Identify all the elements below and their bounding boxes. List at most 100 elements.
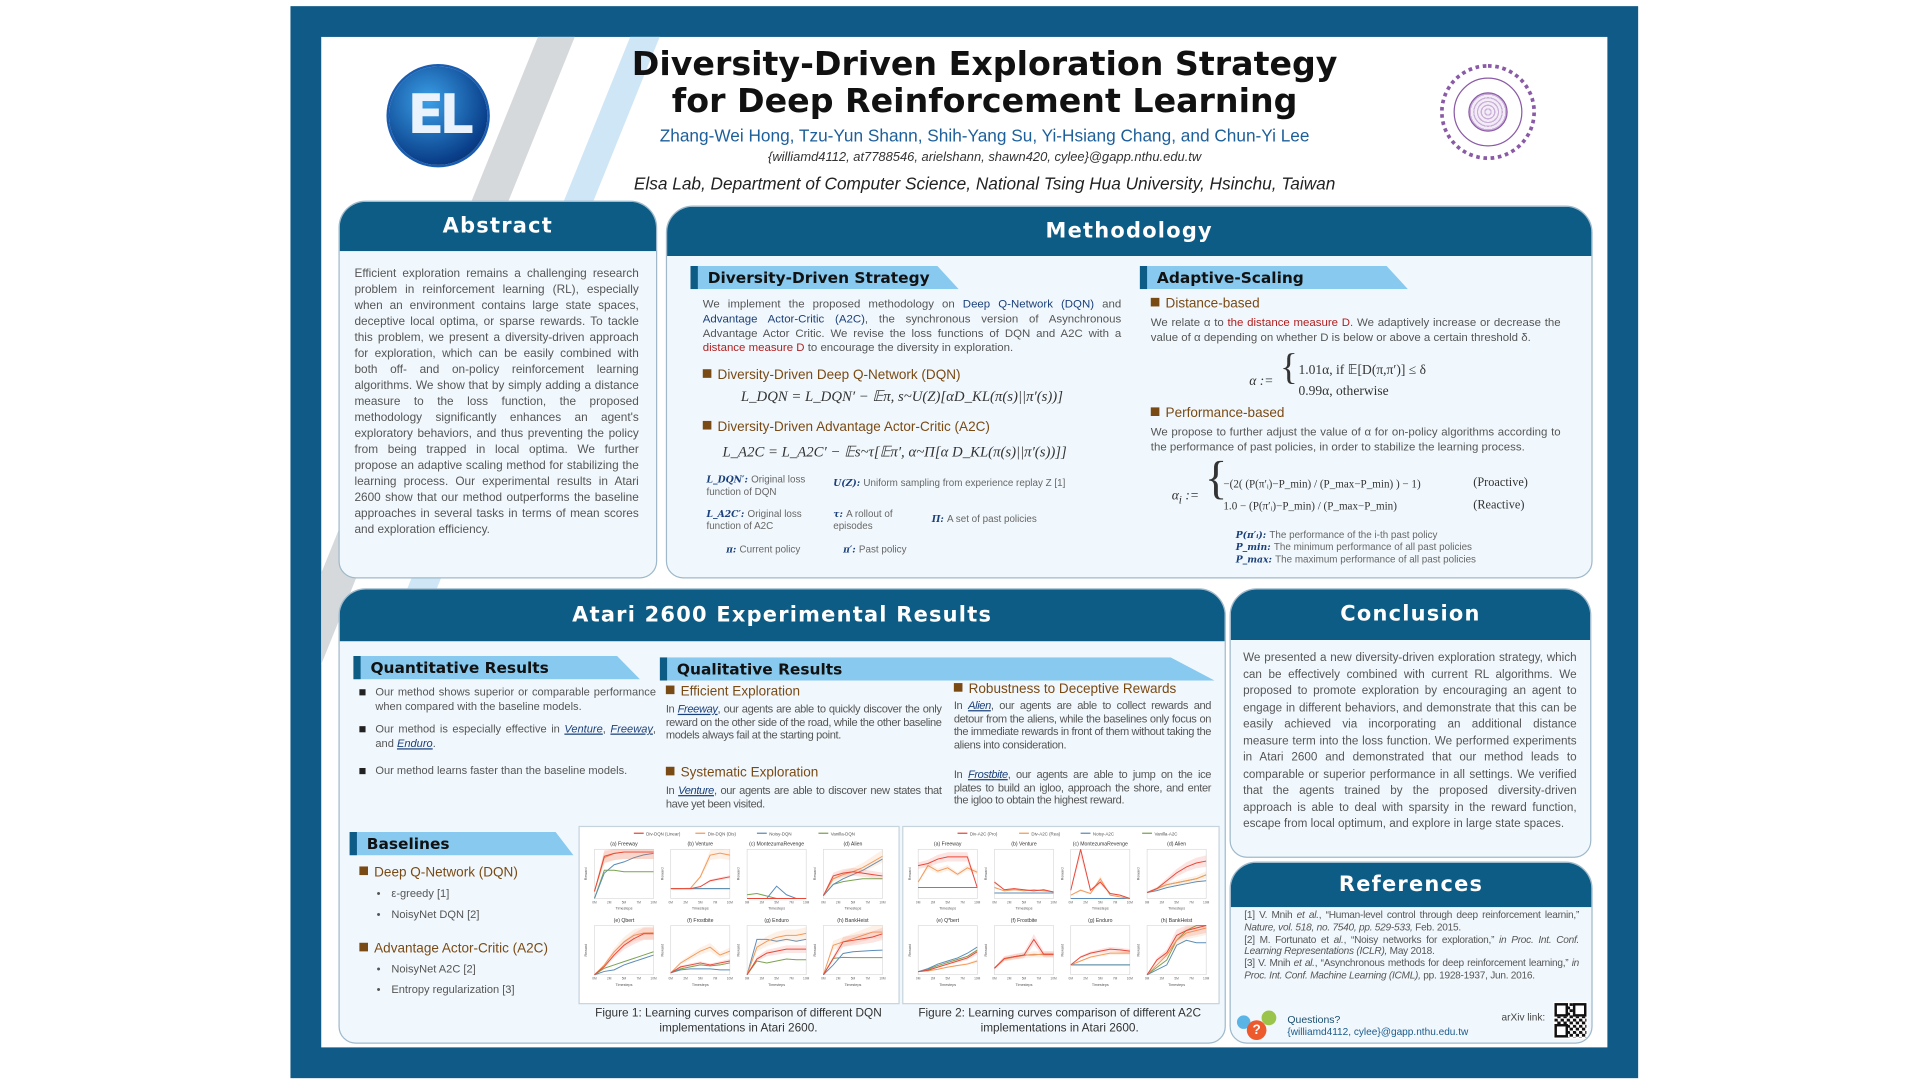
subplot-title: (d) Alien: [843, 842, 862, 848]
subplot-axes: [1146, 925, 1207, 976]
series-band: [823, 927, 883, 975]
y-axis-label: Reward: [908, 867, 912, 880]
x-tick-label: 5M: [698, 900, 703, 904]
results-heading: Atari 2600 Experimental Results: [339, 589, 1225, 642]
series-line: [994, 881, 1054, 893]
enduro-link[interactable]: Enduro: [396, 736, 433, 749]
x-tick-label: 7M: [789, 900, 794, 904]
dqn-term: Deep Q-Network (DQN): [962, 297, 1095, 311]
series-line: [670, 962, 730, 974]
x-axis-label: Timesteps: [616, 907, 633, 911]
systematic-exploration-heading: Systematic Exploration: [666, 766, 819, 781]
performance-based-text: We propose to further adjust the value o…: [1150, 425, 1561, 453]
alpha-case-1: 1.01α, if 𝔼[D(π,π′)] ≤ δ: [1298, 363, 1426, 378]
t: [1] V. Mnih: [1244, 909, 1297, 921]
alien-link[interactable]: Alien: [968, 699, 991, 712]
dqn-heading: Diversity-Driven Deep Q-Network (DQN): [703, 368, 961, 383]
y-axis-label: Reward: [1137, 867, 1141, 880]
x-tick-label: 10M: [1203, 900, 1210, 904]
t: [2] M. Fortunato et: [1244, 933, 1334, 945]
legend-entry: L_A2C′: Original loss function of A2C: [706, 508, 823, 533]
x-tick-label: 2M: [836, 900, 841, 904]
x-tick-label: 5M: [698, 977, 703, 981]
series-line: [594, 954, 654, 976]
subplot-axes: [594, 925, 654, 976]
y-axis-label: Reward: [813, 867, 817, 880]
x-axis-label: Timesteps: [1016, 907, 1033, 911]
t: , and: [375, 722, 657, 749]
methodology-panel: Methodology Diversity-Driven Strategy We…: [665, 205, 1593, 579]
subplot-axes: [1070, 925, 1131, 976]
robustness-text-frostbite: In Frostbite, our agents are able to jum…: [953, 768, 1212, 807]
legend-symbol: π:: [726, 544, 740, 556]
x-tick-label: 10M: [974, 900, 981, 904]
series-band: [1070, 875, 1130, 899]
x-tick-label: 5M: [851, 900, 856, 904]
subplot-title: (f) Frostbite: [687, 918, 713, 924]
venture-link[interactable]: Venture: [564, 722, 603, 735]
x-tick-label: 0M: [1069, 977, 1074, 981]
freeway-link[interactable]: Freeway: [677, 702, 718, 716]
x-axis-label: Timesteps: [844, 983, 861, 987]
t: [3] V. Mnih: [1244, 957, 1294, 969]
results-panel: Atari 2600 Experimental Results Quantita…: [338, 588, 1226, 1044]
subplot-title: (d) Alien: [1167, 842, 1186, 848]
legend-symbol: L_DQN′:: [706, 473, 752, 485]
x-tick-label: 2M: [683, 900, 688, 904]
frostbite-link[interactable]: Frostbite: [967, 768, 1008, 781]
x-tick-label: 0M: [745, 977, 750, 981]
series-line: [670, 946, 731, 974]
subplot: (a) Freeway Reward Timesteps 0M 2M 5M 7M 10M: [584, 842, 657, 911]
x-tick-label: 7M: [1189, 977, 1194, 981]
t: in Proc. Int. Conf. Learning Representat…: [1244, 933, 1580, 957]
x-tick-label: 5M: [774, 900, 779, 904]
x-axis-label: Timesteps: [768, 907, 785, 911]
x-tick-label: 7M: [960, 977, 965, 981]
legend-symbol: τ:: [833, 508, 847, 520]
x-axis-label: Timesteps: [692, 907, 709, 911]
subplot-axes: [670, 925, 731, 976]
freeway-link[interactable]: Freeway: [610, 722, 653, 735]
contact-email[interactable]: {williamd4112, cylee}@gapp.nthu.edu.tw: [1287, 1026, 1469, 1038]
x-axis-label: Timesteps: [1168, 907, 1185, 911]
reference-2: [2] M. Fortunato et al., “Noisy networks…: [1244, 934, 1579, 958]
t: Nature, vol. 518, no. 7540, pp. 529-533,: [1244, 921, 1413, 933]
x-tick-label: 0M: [821, 900, 826, 904]
arxiv-qr-code[interactable]: [1553, 1001, 1588, 1039]
legend-label: Div-A2C (Pro): [970, 832, 998, 837]
x-tick-label: 0M: [821, 977, 826, 981]
elsa-lab-logo: EL: [388, 66, 488, 165]
abstract-text: Efficient exploration remains a challeng…: [354, 267, 639, 537]
series-line: [747, 885, 807, 899]
y-axis-label: Reward: [1060, 944, 1064, 957]
subplot-title: (g) Enduro: [1088, 918, 1112, 924]
legend-desc: The performance of the i-th past policy: [1269, 529, 1438, 541]
x-tick-label: 7M: [960, 900, 965, 904]
venture-link[interactable]: Venture: [678, 784, 714, 797]
x-tick-label: 7M: [1113, 977, 1118, 981]
legend-entry: τ: A rollout of episodes: [833, 508, 922, 533]
x-tick-label: 5M: [945, 900, 950, 904]
robustness-text-alien: In Alien, our agents are able to collect…: [954, 699, 1212, 751]
t: Our method is especially effective in: [375, 722, 565, 735]
legend-entry: P_max: The maximum performance of all pa…: [1236, 554, 1568, 566]
baseline-a2c: Advantage Actor-Critic (A2C): [359, 942, 548, 957]
figure-1: Div-DQN (Linear) Div-DQN (Dis) Noisy-DQN Va…: [578, 825, 900, 1005]
x-tick-label: 2M: [683, 977, 688, 981]
qualitative-subheading: Qualitative Results: [659, 657, 1215, 681]
legend-entry: Π: A set of past policies: [932, 513, 1104, 525]
reactive-case: 1.0 − (P(π′ᵢ)−P_min) / (P_max−P_min): [1223, 499, 1397, 513]
series-line: [593, 851, 654, 892]
x-tick-label: 0M: [916, 900, 921, 904]
y-axis-label: Reward: [737, 944, 741, 957]
x-tick-label: 0M: [669, 900, 674, 904]
subplot-axes: [746, 925, 807, 976]
x-tick-label: 0M: [992, 900, 997, 904]
t: , our agents are able to jump on the ice…: [953, 768, 1212, 807]
t: .: [432, 736, 436, 749]
t: May 2018.: [1387, 945, 1435, 957]
references-heading: References: [1230, 862, 1592, 908]
y-axis-label: Reward: [584, 944, 588, 957]
dds-intro: We implement the proposed methodology on…: [703, 298, 1121, 356]
series-line: [822, 933, 883, 976]
